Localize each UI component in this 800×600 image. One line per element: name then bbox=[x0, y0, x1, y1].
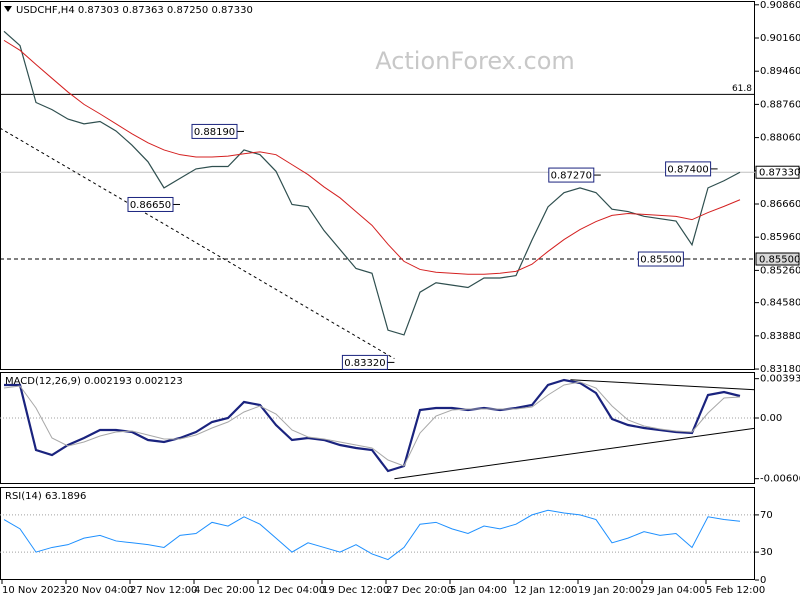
y-tick-label: 0.85260 bbox=[760, 265, 800, 276]
level-label: 61.8 bbox=[732, 84, 752, 94]
x-tick-label: 4 Dec 20:00 bbox=[194, 585, 255, 596]
y-tick-label: 0.83880 bbox=[760, 331, 800, 342]
panel-title: USDCHF,H4 0.87303 0.87363 0.87250 0.8733… bbox=[16, 5, 253, 16]
y-tick-label: 0.90160 bbox=[760, 33, 800, 44]
annotation-label: 0.87400 bbox=[667, 164, 708, 175]
x-tick-label: 20 Nov 04:00 bbox=[66, 585, 133, 596]
annotation-label: 0.85500 bbox=[640, 255, 681, 266]
axis-price-label: 0.87330 bbox=[759, 168, 800, 179]
trendline bbox=[570, 379, 756, 391]
annotation-label: 0.88190 bbox=[194, 127, 235, 138]
y-tick-label: 0.88760 bbox=[760, 99, 800, 110]
y-tick-label: 0.88060 bbox=[760, 133, 800, 144]
series-line bbox=[3, 381, 741, 467]
annotation-box bbox=[665, 161, 712, 177]
menu-triangle[interactable] bbox=[4, 6, 12, 12]
series-line bbox=[3, 30, 741, 336]
annotation-label: 0.83320 bbox=[344, 358, 385, 369]
x-tick-label: 27 Dec 20:00 bbox=[386, 585, 453, 596]
y-tick-label: -0.006068 bbox=[760, 474, 800, 485]
series-line bbox=[3, 509, 741, 561]
annotation-box bbox=[548, 167, 595, 183]
panel-title: RSI(14) 63.1896 bbox=[5, 491, 86, 502]
y-tick-label: 0.83180 bbox=[760, 364, 800, 375]
annotation-box bbox=[191, 123, 238, 139]
x-tick-label: 10 Nov 2023 bbox=[2, 585, 66, 596]
y-tick-label: 70 bbox=[760, 510, 773, 521]
y-tick-label: 30 bbox=[760, 547, 773, 558]
x-tick-label: 19 Jan 20:00 bbox=[578, 585, 641, 596]
annotation-box bbox=[341, 354, 388, 370]
series-line bbox=[3, 39, 741, 275]
y-tick-label: 0.85960 bbox=[760, 232, 800, 243]
y-tick-label: 0.003933 bbox=[760, 374, 800, 385]
panel-frame bbox=[0, 487, 755, 580]
annotation-box bbox=[127, 196, 174, 212]
panel-title: MACD(12,26,9) 0.002193 0.002123 bbox=[5, 376, 183, 387]
watermark: ActionForex.com bbox=[375, 47, 575, 75]
y-tick-label: 0 bbox=[760, 575, 766, 586]
annotation-box bbox=[637, 251, 684, 267]
x-tick-label: 5 Jan 04:00 bbox=[450, 585, 507, 596]
y-tick-label: 0.86660 bbox=[760, 199, 800, 210]
annotation-label: 0.86650 bbox=[130, 200, 171, 211]
y-tick-label: 0.84580 bbox=[760, 298, 800, 309]
trendline bbox=[394, 427, 756, 480]
x-tick-label: 29 Jan 04:00 bbox=[642, 585, 705, 596]
x-tick-label: 27 Nov 12:00 bbox=[130, 585, 197, 596]
y-tick-label: 0.90860 bbox=[760, 0, 800, 11]
axis-price-box bbox=[755, 165, 800, 179]
y-tick-label: 0.00 bbox=[760, 413, 782, 424]
y-tick-label: 0.89460 bbox=[760, 66, 800, 77]
axis-price-box bbox=[755, 252, 800, 266]
axis-price-label: 0.85500 bbox=[759, 255, 800, 266]
x-tick-label: 5 Feb 12:00 bbox=[706, 585, 765, 596]
x-tick-label: 12 Dec 04:00 bbox=[258, 585, 325, 596]
annotation-label: 0.87270 bbox=[551, 171, 592, 182]
x-tick-label: 19 Dec 12:00 bbox=[322, 585, 389, 596]
x-tick-label: 12 Jan 12:00 bbox=[514, 585, 577, 596]
trendline bbox=[0, 127, 395, 360]
